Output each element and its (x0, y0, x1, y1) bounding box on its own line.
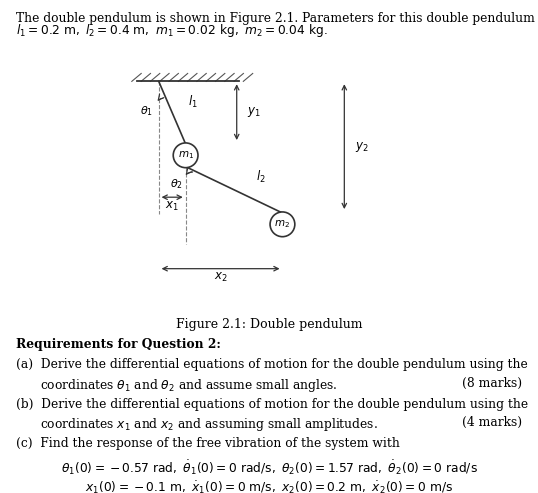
Text: (a)  Derive the differential equations of motion for the double pendulum using t: (a) Derive the differential equations of… (16, 358, 528, 371)
Ellipse shape (173, 143, 198, 168)
Text: $\theta_1(0) = -0.57\ \mathrm{rad},\ \dot{\theta}_1(0) = 0\ \mathrm{rad/s},\ \th: $\theta_1(0) = -0.57\ \mathrm{rad},\ \do… (61, 459, 477, 477)
Text: $x_2$: $x_2$ (214, 271, 228, 284)
Text: $y_1$: $y_1$ (247, 105, 261, 119)
Text: coordinates $x_1$ and $x_2$ and assuming small amplitudes.: coordinates $x_1$ and $x_2$ and assuming… (40, 417, 378, 433)
Text: (b)  Derive the differential equations of motion for the double pendulum using t: (b) Derive the differential equations of… (16, 398, 528, 411)
Text: $x_1$: $x_1$ (165, 200, 179, 213)
Text: The double pendulum is shown in Figure 2.1. Parameters for this double pendulum : The double pendulum is shown in Figure 2… (16, 12, 538, 25)
Text: (8 marks): (8 marks) (462, 377, 522, 390)
Text: (4 marks): (4 marks) (462, 417, 522, 429)
Text: coordinates $\theta_1$ and $\theta_2$ and assume small angles.: coordinates $\theta_1$ and $\theta_2$ an… (40, 377, 338, 394)
Text: Requirements for Question 2:: Requirements for Question 2: (16, 338, 221, 351)
Ellipse shape (270, 212, 295, 237)
Text: $l_1$: $l_1$ (188, 94, 198, 110)
Text: $\theta_1$: $\theta_1$ (140, 104, 153, 118)
Text: $m_2$: $m_2$ (274, 218, 291, 230)
Text: $l_1 = 0.2\ \mathrm{m},\ l_2 = 0.4\ \mathrm{m},\ m_1 = 0.02\ \mathrm{kg},\ m_2 =: $l_1 = 0.2\ \mathrm{m},\ l_2 = 0.4\ \mat… (16, 22, 328, 39)
Text: $m_1$: $m_1$ (178, 149, 194, 161)
Text: $\theta_2$: $\theta_2$ (170, 177, 183, 191)
Text: $y_2$: $y_2$ (355, 140, 369, 154)
Text: Figure 2.1: Double pendulum: Figure 2.1: Double pendulum (176, 318, 362, 331)
Text: (c)  Find the response of the free vibration of the system with: (c) Find the response of the free vibrat… (16, 437, 400, 450)
Text: $x_1(0) = -0.1\ \mathrm{m},\ \dot{x}_1(0) = 0\ \mathrm{m/s},\ x_2(0) = 0.2\ \mat: $x_1(0) = -0.1\ \mathrm{m},\ \dot{x}_1(0… (85, 480, 453, 493)
Text: $l_2$: $l_2$ (256, 169, 265, 185)
